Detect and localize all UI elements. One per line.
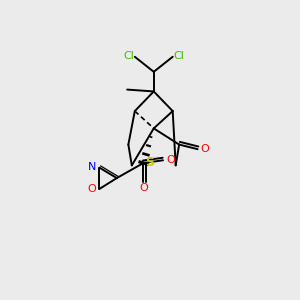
Text: Cl: Cl: [124, 51, 134, 61]
Text: S: S: [145, 156, 154, 169]
Text: O: O: [166, 155, 175, 165]
Text: O: O: [201, 144, 209, 154]
Text: O: O: [88, 184, 96, 194]
Text: Cl: Cl: [173, 51, 184, 61]
Text: N: N: [88, 162, 96, 172]
Text: O: O: [139, 184, 148, 194]
